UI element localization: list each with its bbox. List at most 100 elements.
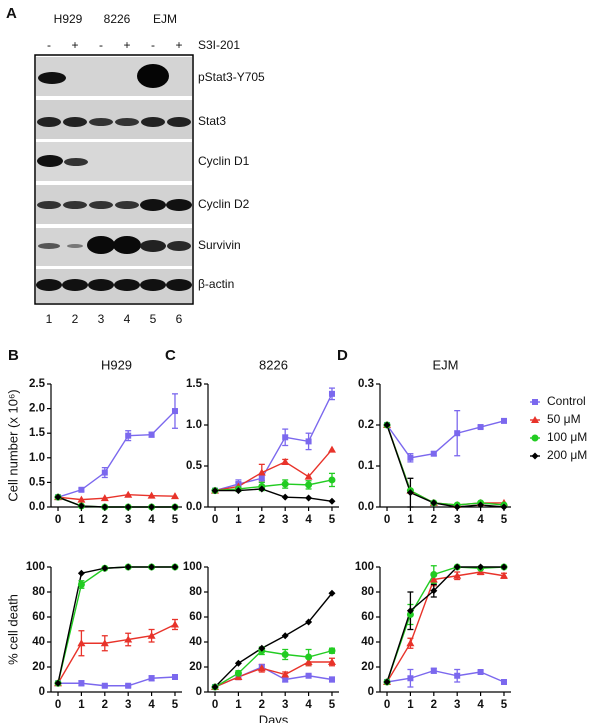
data-point (328, 476, 336, 484)
x-tick-label: 3 (125, 699, 131, 711)
data-point (305, 438, 312, 445)
y-tick-label: 20 (32, 661, 45, 673)
data-point (304, 658, 313, 665)
x-tick-label: 2 (102, 514, 108, 526)
series-line (214, 479, 333, 492)
data-point (430, 587, 438, 595)
data-point (54, 493, 62, 501)
data-point (499, 571, 508, 579)
data-point (171, 503, 179, 511)
x-tick-label: 5 (501, 699, 508, 711)
y-tick-label: 40 (32, 636, 45, 648)
series-line (214, 393, 333, 492)
x-tick-label: 3 (282, 699, 288, 711)
data-point (77, 495, 86, 503)
data-point (430, 571, 438, 578)
data-point (101, 564, 109, 572)
y-tick-label: 40 (361, 636, 374, 648)
x-tick-label: 0 (212, 514, 218, 526)
y-tick-label: 80 (361, 586, 374, 598)
lane-number: 4 (124, 312, 131, 326)
data-point (305, 653, 313, 661)
data-point (305, 481, 313, 489)
x-tick-label: 0 (384, 514, 390, 526)
data-point (406, 489, 414, 497)
data-point (234, 659, 242, 667)
data-point (477, 424, 484, 431)
series-line (386, 424, 505, 508)
chart-title: 8226 (259, 357, 288, 372)
data-point (234, 669, 242, 677)
data-point (406, 607, 414, 615)
data-point (328, 497, 336, 505)
y-tick-label: 60 (361, 611, 374, 623)
x-tick-label: 3 (454, 699, 460, 711)
y-axis-label: % cell death (5, 594, 20, 665)
cell-line-label: H929 (54, 12, 83, 26)
series-line (386, 424, 504, 506)
x-tick-label: 4 (148, 514, 155, 526)
data-point (328, 647, 336, 655)
series-line (57, 496, 175, 508)
legend-label: 50 μM (547, 412, 581, 426)
data-point (453, 503, 461, 511)
series-line (57, 493, 175, 501)
x-tick-label: 3 (282, 514, 288, 526)
y-tick-label: 0 (39, 686, 45, 698)
y-tick-label: 60 (189, 611, 202, 623)
data-point (453, 563, 461, 571)
x-axis-label: Days (259, 712, 289, 723)
data-point (454, 430, 461, 437)
y-tick-label: 0.0 (186, 501, 202, 513)
y-tick-label: 0.3 (358, 378, 374, 390)
data-point (500, 563, 508, 571)
data-point (170, 492, 179, 500)
data-point (258, 485, 266, 493)
treatment-label: S3I-201 (198, 38, 240, 52)
x-tick-label: 0 (384, 699, 390, 711)
x-tick-label: 0 (55, 699, 61, 711)
series-line (214, 592, 333, 688)
data-point (305, 494, 313, 502)
y-tick-label: 0 (196, 686, 202, 698)
data-point (148, 563, 156, 571)
blot-label: pStat3-Y705 (198, 70, 265, 84)
series-line (215, 488, 333, 502)
x-tick-label: 2 (431, 699, 437, 711)
y-tick-label: 100 (355, 561, 374, 573)
lane-number: 3 (98, 312, 105, 326)
data-point (148, 503, 156, 511)
data-point (383, 421, 391, 429)
data-point (125, 432, 132, 439)
data-point (125, 682, 132, 689)
blot (34, 54, 194, 305)
series-line (57, 566, 175, 684)
data-point (258, 644, 266, 652)
data-point (100, 639, 109, 647)
x-tick-label: 5 (172, 514, 179, 526)
data-point (101, 682, 108, 689)
data-point (430, 667, 437, 674)
blot-label: Cyclin D2 (198, 197, 250, 211)
data-point (257, 468, 266, 476)
data-point (281, 480, 289, 488)
series-line (386, 670, 505, 683)
y-tick-label: 80 (189, 586, 202, 598)
series-line (57, 566, 175, 684)
x-tick-label: 2 (102, 699, 108, 711)
data-point (430, 450, 437, 457)
series-line (386, 424, 505, 506)
data-point (328, 676, 335, 683)
series-line (57, 410, 176, 498)
x-tick-label: 4 (305, 514, 312, 526)
data-point (147, 631, 156, 639)
treatment-sign: - (151, 38, 155, 52)
data-point (304, 472, 313, 480)
x-tick-label: 1 (78, 514, 85, 526)
treatment-sign: - (47, 38, 51, 52)
blot-label: Cyclin D1 (198, 154, 250, 168)
y-tick-label: 80 (32, 586, 45, 598)
data-point (500, 417, 507, 424)
x-tick-label: 1 (78, 699, 85, 711)
